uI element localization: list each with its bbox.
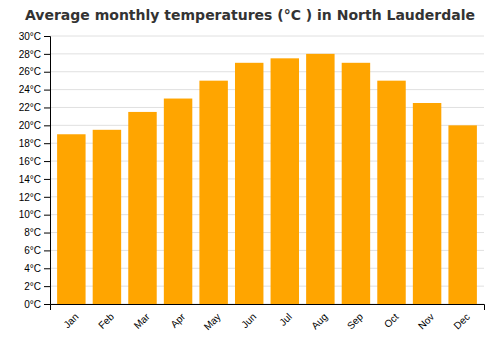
y-tick-label: 24°C [19, 84, 41, 95]
y-tick: 12°C [19, 192, 50, 203]
y-tick-label: 28°C [19, 49, 41, 60]
y-tick-label: 0°C [24, 299, 41, 310]
title: Average monthly temperatures (°C ) in No… [25, 7, 475, 23]
y-tick-mark [44, 233, 50, 234]
y-tick-label: 20°C [19, 120, 41, 131]
y-tick: 14°C [19, 174, 50, 185]
y-tick-mark [44, 250, 50, 251]
y-tick-mark [44, 107, 50, 108]
bar [199, 81, 227, 304]
x-tick-label: Jun [239, 311, 258, 330]
y-axis: 0°C 2°C 4°C 6°C 8°C 10°C 12°C 14°C 16°C 18°C 20°C 2… [19, 31, 51, 310]
x-tick-label: Jan [61, 311, 80, 330]
bar [342, 63, 370, 304]
y-tick: 30°C [19, 31, 50, 42]
bar [377, 81, 405, 304]
y-tick: 20°C [19, 120, 50, 131]
y-tick-label: 12°C [19, 192, 41, 203]
x-tick-label: Jul [277, 311, 294, 328]
x-tick: Apr [168, 311, 187, 330]
y-tick-mark [44, 90, 50, 91]
y-tick-label: 6°C [24, 245, 41, 256]
y-tick-label: 2°C [24, 281, 41, 292]
grid-line [50, 71, 484, 72]
x-tick-label: Dec [451, 311, 471, 331]
y-tick-mark [44, 215, 50, 216]
x-tick: Nov [416, 311, 436, 331]
bar [306, 54, 334, 304]
bar [93, 130, 121, 304]
bar [57, 134, 85, 304]
x-axis: Jan Feb Mar Apr May Jun Jul Aug Sep Oct Nov Dec [51, 305, 485, 333]
y-tick-mark [44, 268, 50, 269]
x-tick: Feb [96, 311, 116, 331]
x-tick-label: Mar [132, 311, 152, 331]
x-tick: Jul [277, 311, 294, 328]
y-tick-mark [44, 286, 50, 287]
y-tick: 16°C [19, 156, 50, 167]
bar [413, 103, 441, 304]
y-tick-label: 10°C [19, 209, 41, 220]
bar [448, 125, 476, 304]
y-tick-mark [44, 197, 50, 198]
bars [57, 54, 477, 304]
y-tick: 6°C [24, 245, 50, 256]
y-tick: 22°C [19, 102, 50, 113]
x-tick: Jun [239, 311, 258, 330]
y-tick: 2°C [24, 281, 50, 292]
y-tick-mark [44, 161, 50, 162]
y-tick-label: 26°C [19, 66, 41, 77]
x-tick-label: Nov [416, 311, 436, 331]
y-tick-mark [44, 125, 50, 126]
y-tick-label: 4°C [24, 263, 41, 274]
x-tick: Aug [309, 311, 329, 331]
grid-line [50, 53, 484, 54]
x-tick: May [202, 311, 223, 332]
x-tick-label: Sep [345, 311, 366, 332]
y-tick-label: 22°C [19, 102, 41, 113]
y-tick-label: 8°C [24, 227, 41, 238]
bar [164, 99, 192, 304]
bar [271, 58, 299, 304]
y-tick-mark [44, 179, 50, 180]
y-tick: 26°C [19, 66, 50, 77]
chart: Average monthly temperatures (°C ) in No… [0, 0, 500, 350]
y-tick: 8°C [24, 227, 50, 238]
y-tick: 18°C [19, 138, 50, 149]
y-tick: 4°C [24, 263, 50, 274]
plot: 0°C 2°C 4°C 6°C 8°C 10°C 12°C 14°C 16°C 18°C 20°C 2… [19, 31, 485, 333]
x-tick-label: Oct [382, 311, 401, 330]
y-tick-label: 14°C [19, 174, 41, 185]
x-tick-label: Aug [309, 311, 329, 331]
x-tick: Jan [61, 311, 80, 330]
grid [50, 36, 484, 304]
y-tick: 24°C [19, 84, 50, 95]
x-tick: Sep [345, 311, 366, 332]
y-tick-mark [44, 36, 50, 37]
bar [235, 63, 263, 304]
y-tick-label: 18°C [19, 138, 41, 149]
y-tick: 0°C [24, 299, 50, 310]
x-tick-label: May [202, 311, 223, 332]
y-tick-mark [44, 304, 50, 305]
grid-line [50, 89, 484, 90]
x-tick: Oct [382, 311, 401, 330]
axis-domain [44, 37, 51, 305]
y-tick-mark [44, 143, 50, 144]
y-tick: 10°C [19, 209, 50, 220]
x-tick-label: Feb [96, 311, 116, 331]
x-tick: Dec [451, 311, 471, 331]
y-tick-label: 16°C [19, 156, 41, 167]
x-tick-label: Apr [168, 311, 187, 330]
y-tick: 28°C [19, 49, 50, 60]
axis-domain [51, 305, 485, 311]
y-tick-mark [44, 72, 50, 73]
grid-line [50, 36, 484, 37]
x-tick: Mar [132, 311, 152, 331]
bar [128, 112, 156, 304]
y-tick-label: 30°C [19, 31, 41, 42]
y-tick-mark [44, 54, 50, 55]
